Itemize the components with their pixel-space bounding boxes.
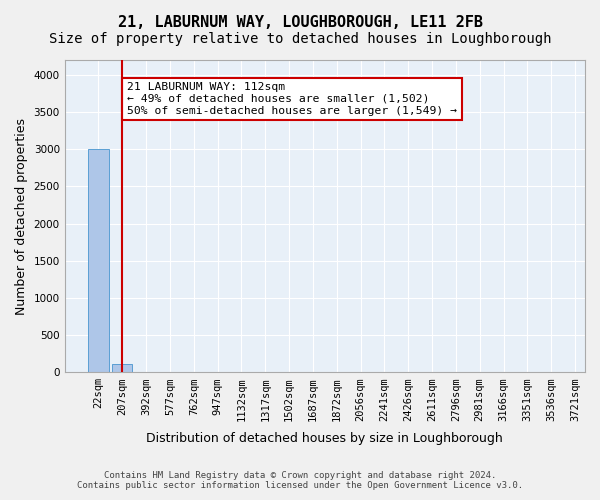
Text: 21 LABURNUM WAY: 112sqm
← 49% of detached houses are smaller (1,502)
50% of semi: 21 LABURNUM WAY: 112sqm ← 49% of detache… — [127, 82, 457, 116]
Text: 21, LABURNUM WAY, LOUGHBOROUGH, LE11 2FB: 21, LABURNUM WAY, LOUGHBOROUGH, LE11 2FB — [118, 15, 482, 30]
Text: Contains HM Land Registry data © Crown copyright and database right 2024.
Contai: Contains HM Land Registry data © Crown c… — [77, 470, 523, 490]
Text: Size of property relative to detached houses in Loughborough: Size of property relative to detached ho… — [49, 32, 551, 46]
Y-axis label: Number of detached properties: Number of detached properties — [15, 118, 28, 314]
Bar — [112, 364, 133, 372]
Bar — [88, 149, 109, 372]
X-axis label: Distribution of detached houses by size in Loughborough: Distribution of detached houses by size … — [146, 432, 503, 445]
